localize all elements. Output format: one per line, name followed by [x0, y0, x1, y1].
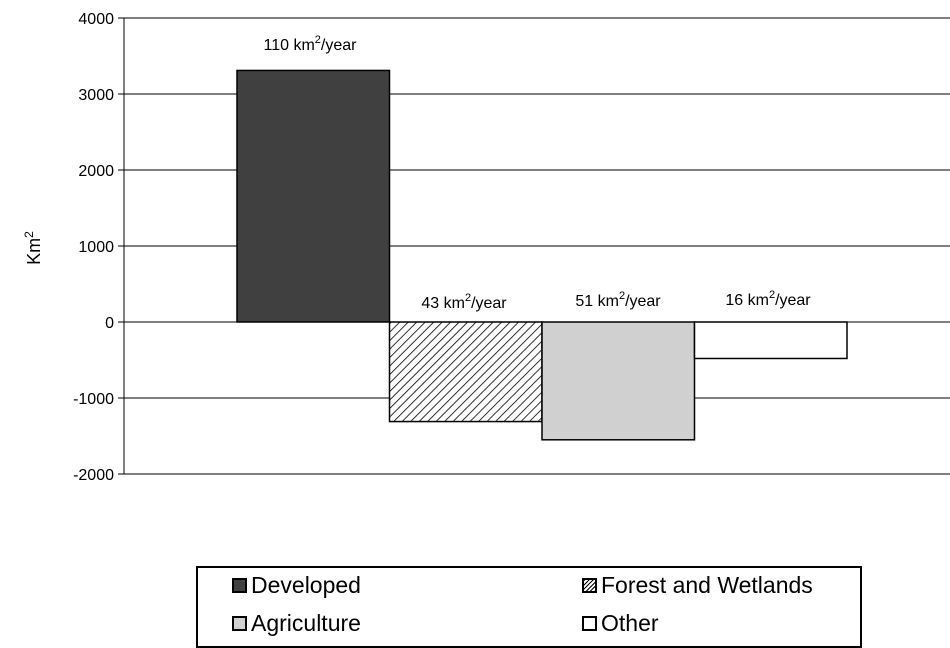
legend-item-other: Other — [582, 610, 659, 637]
chart: 4000 3000 2000 1000 0 -1000 -2000 110 km2/year 4… — [22, 11, 950, 484]
y-tick-label: 4000 — [78, 11, 114, 28]
y-tick-label: 2000 — [78, 163, 114, 180]
bar-other — [693, 321, 848, 360]
legend-swatch-other — [582, 616, 597, 631]
legend-swatch-agriculture — [232, 616, 247, 631]
y-axis-label: Km2 — [22, 231, 44, 265]
legend-item-forest-and-wetlands: Forest and Wetlands — [582, 572, 813, 599]
legend-label: Agriculture — [251, 610, 361, 636]
y-tick-label: 3000 — [78, 87, 114, 104]
legend-swatch-forest-and-wetlands — [582, 578, 597, 593]
legend-label: Other — [601, 610, 659, 636]
y-tick-label: -2000 — [73, 467, 114, 484]
y-tick-label: 0 — [105, 315, 114, 332]
legend-label: Forest and Wetlands — [601, 572, 813, 598]
bar-annotation: 43 km2/year — [421, 292, 507, 312]
bar-annotation: 16 km2/year — [725, 289, 811, 309]
legend-item-developed: Developed — [232, 572, 361, 599]
legend-swatch-developed — [232, 578, 247, 593]
legend-item-agriculture: Agriculture — [232, 610, 361, 637]
bar-agriculture — [541, 321, 696, 441]
bar-annotation: 51 km2/year — [575, 290, 661, 310]
legend: Developed Forest and Wetlands Agricultur… — [196, 566, 862, 648]
legend-label: Developed — [251, 572, 361, 598]
bar-forest-and-wetlands — [388, 321, 543, 423]
bar-developed — [236, 69, 391, 323]
y-tick-label: 1000 — [78, 239, 114, 256]
y-tick-label: -1000 — [73, 391, 114, 408]
bar-annotation: 110 km2/year — [264, 34, 358, 54]
